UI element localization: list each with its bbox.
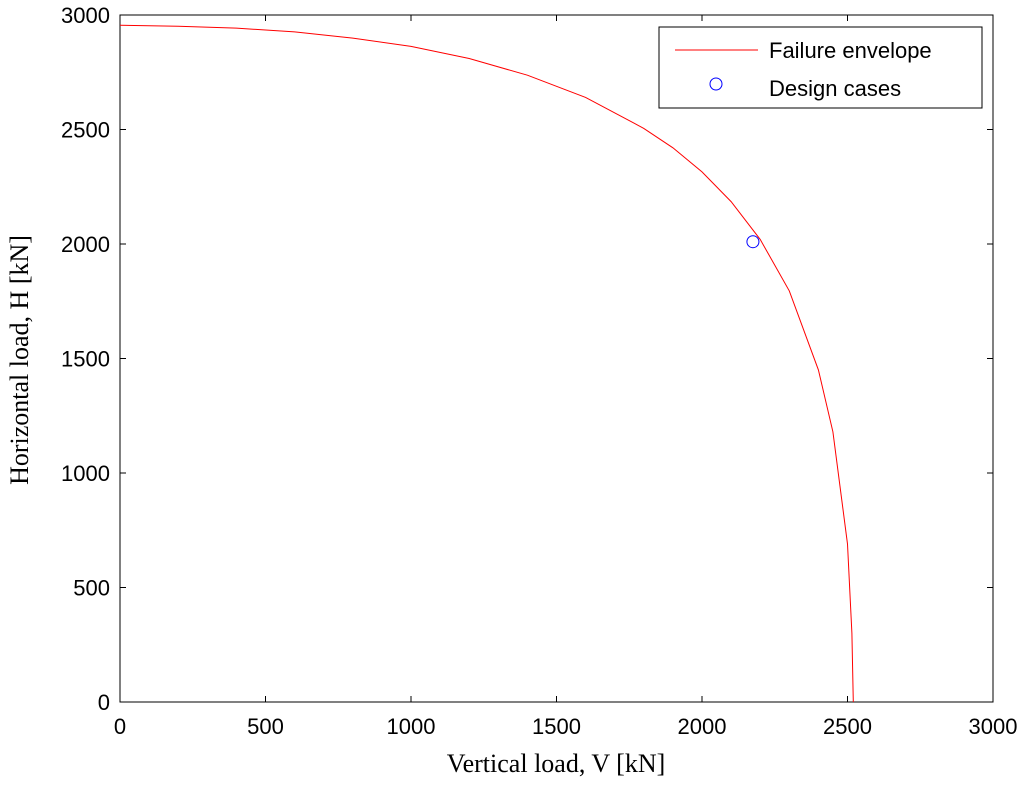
y-tick-label: 2000 (61, 232, 110, 257)
y-tick-label: 1000 (61, 461, 110, 486)
x-tick-label: 2500 (823, 714, 872, 739)
y-tick-labels: 0 500 1000 1500 2000 2500 3000 (61, 3, 110, 715)
x-tick-label: 1000 (387, 714, 436, 739)
x-tick-label: 3000 (969, 714, 1018, 739)
legend-box (658, 26, 983, 109)
x-axis-title: Vertical load, V [kN] (447, 749, 666, 778)
plot-area (119, 14, 994, 703)
x-tick-label: 1500 (532, 714, 581, 739)
series-layer (119, 24, 854, 703)
ticks (119, 14, 994, 703)
x-tick-label: 0 (114, 714, 126, 739)
y-tick-label: 3000 (61, 3, 110, 28)
y-axis-title: Horizontal load, H [kN] (5, 235, 34, 485)
legend-label-design-cases: Design cases (769, 76, 901, 101)
legend-label-failure-envelope: Failure envelope (769, 38, 932, 63)
y-tick-label: 2500 (61, 118, 110, 143)
failure-envelope-line (119, 24, 854, 703)
design-cases-point (746, 235, 760, 249)
x-tick-labels: 0 500 1000 1500 2000 2500 3000 (114, 714, 1018, 739)
legend: Failure envelope Design cases (658, 26, 983, 109)
legend-swatch-design-cases (709, 77, 723, 91)
x-tick-label: 2000 (678, 714, 727, 739)
x-tick-label: 500 (247, 714, 284, 739)
y-tick-label: 1500 (61, 347, 110, 372)
y-tick-label: 0 (98, 690, 110, 715)
y-tick-label: 500 (73, 576, 110, 601)
